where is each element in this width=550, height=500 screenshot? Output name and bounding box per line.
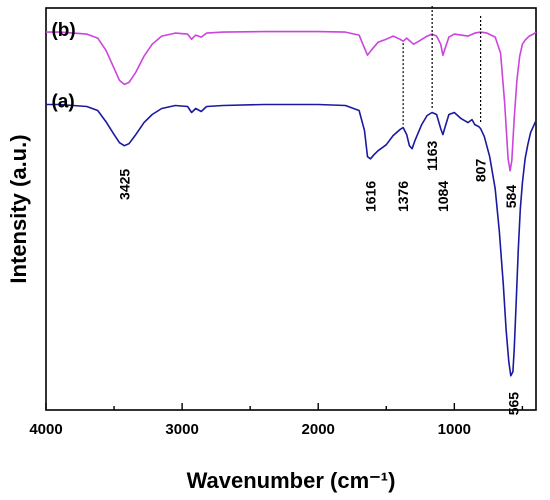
x-tick-label: 2000 (302, 421, 335, 438)
series-label: (b) (51, 20, 75, 41)
peak-label: 1084 (435, 181, 451, 212)
peak-label: 584 (503, 185, 519, 209)
series-line-b (46, 30, 537, 172)
x-tick-label: 3000 (165, 421, 198, 438)
x-tick-label: 4000 (29, 421, 62, 438)
peak-label: 1376 (395, 181, 411, 212)
plot-frame (45, 7, 537, 411)
peak-label: 1616 (362, 181, 378, 212)
x-tick-label: 1000 (438, 421, 471, 438)
x-axis-label: Wavenumber (cm⁻¹) (187, 468, 396, 493)
x-axis: 4000 3000 2000 1000 (29, 403, 524, 438)
y-axis-label: Intensity (a.u.) (6, 134, 31, 283)
series-group (46, 30, 537, 377)
peak-annotations: 3425 1616 1376 1163 1084 807 584 565 (116, 5, 522, 416)
peak-label: 3425 (116, 169, 132, 200)
series-label: (a) (51, 91, 74, 112)
peak-label: 565 (506, 392, 522, 416)
peak-label: 1163 (424, 140, 440, 171)
peak-label: 807 (473, 159, 489, 183)
series-line-a (46, 103, 537, 377)
series-labels: (b) (a) (51, 20, 75, 112)
